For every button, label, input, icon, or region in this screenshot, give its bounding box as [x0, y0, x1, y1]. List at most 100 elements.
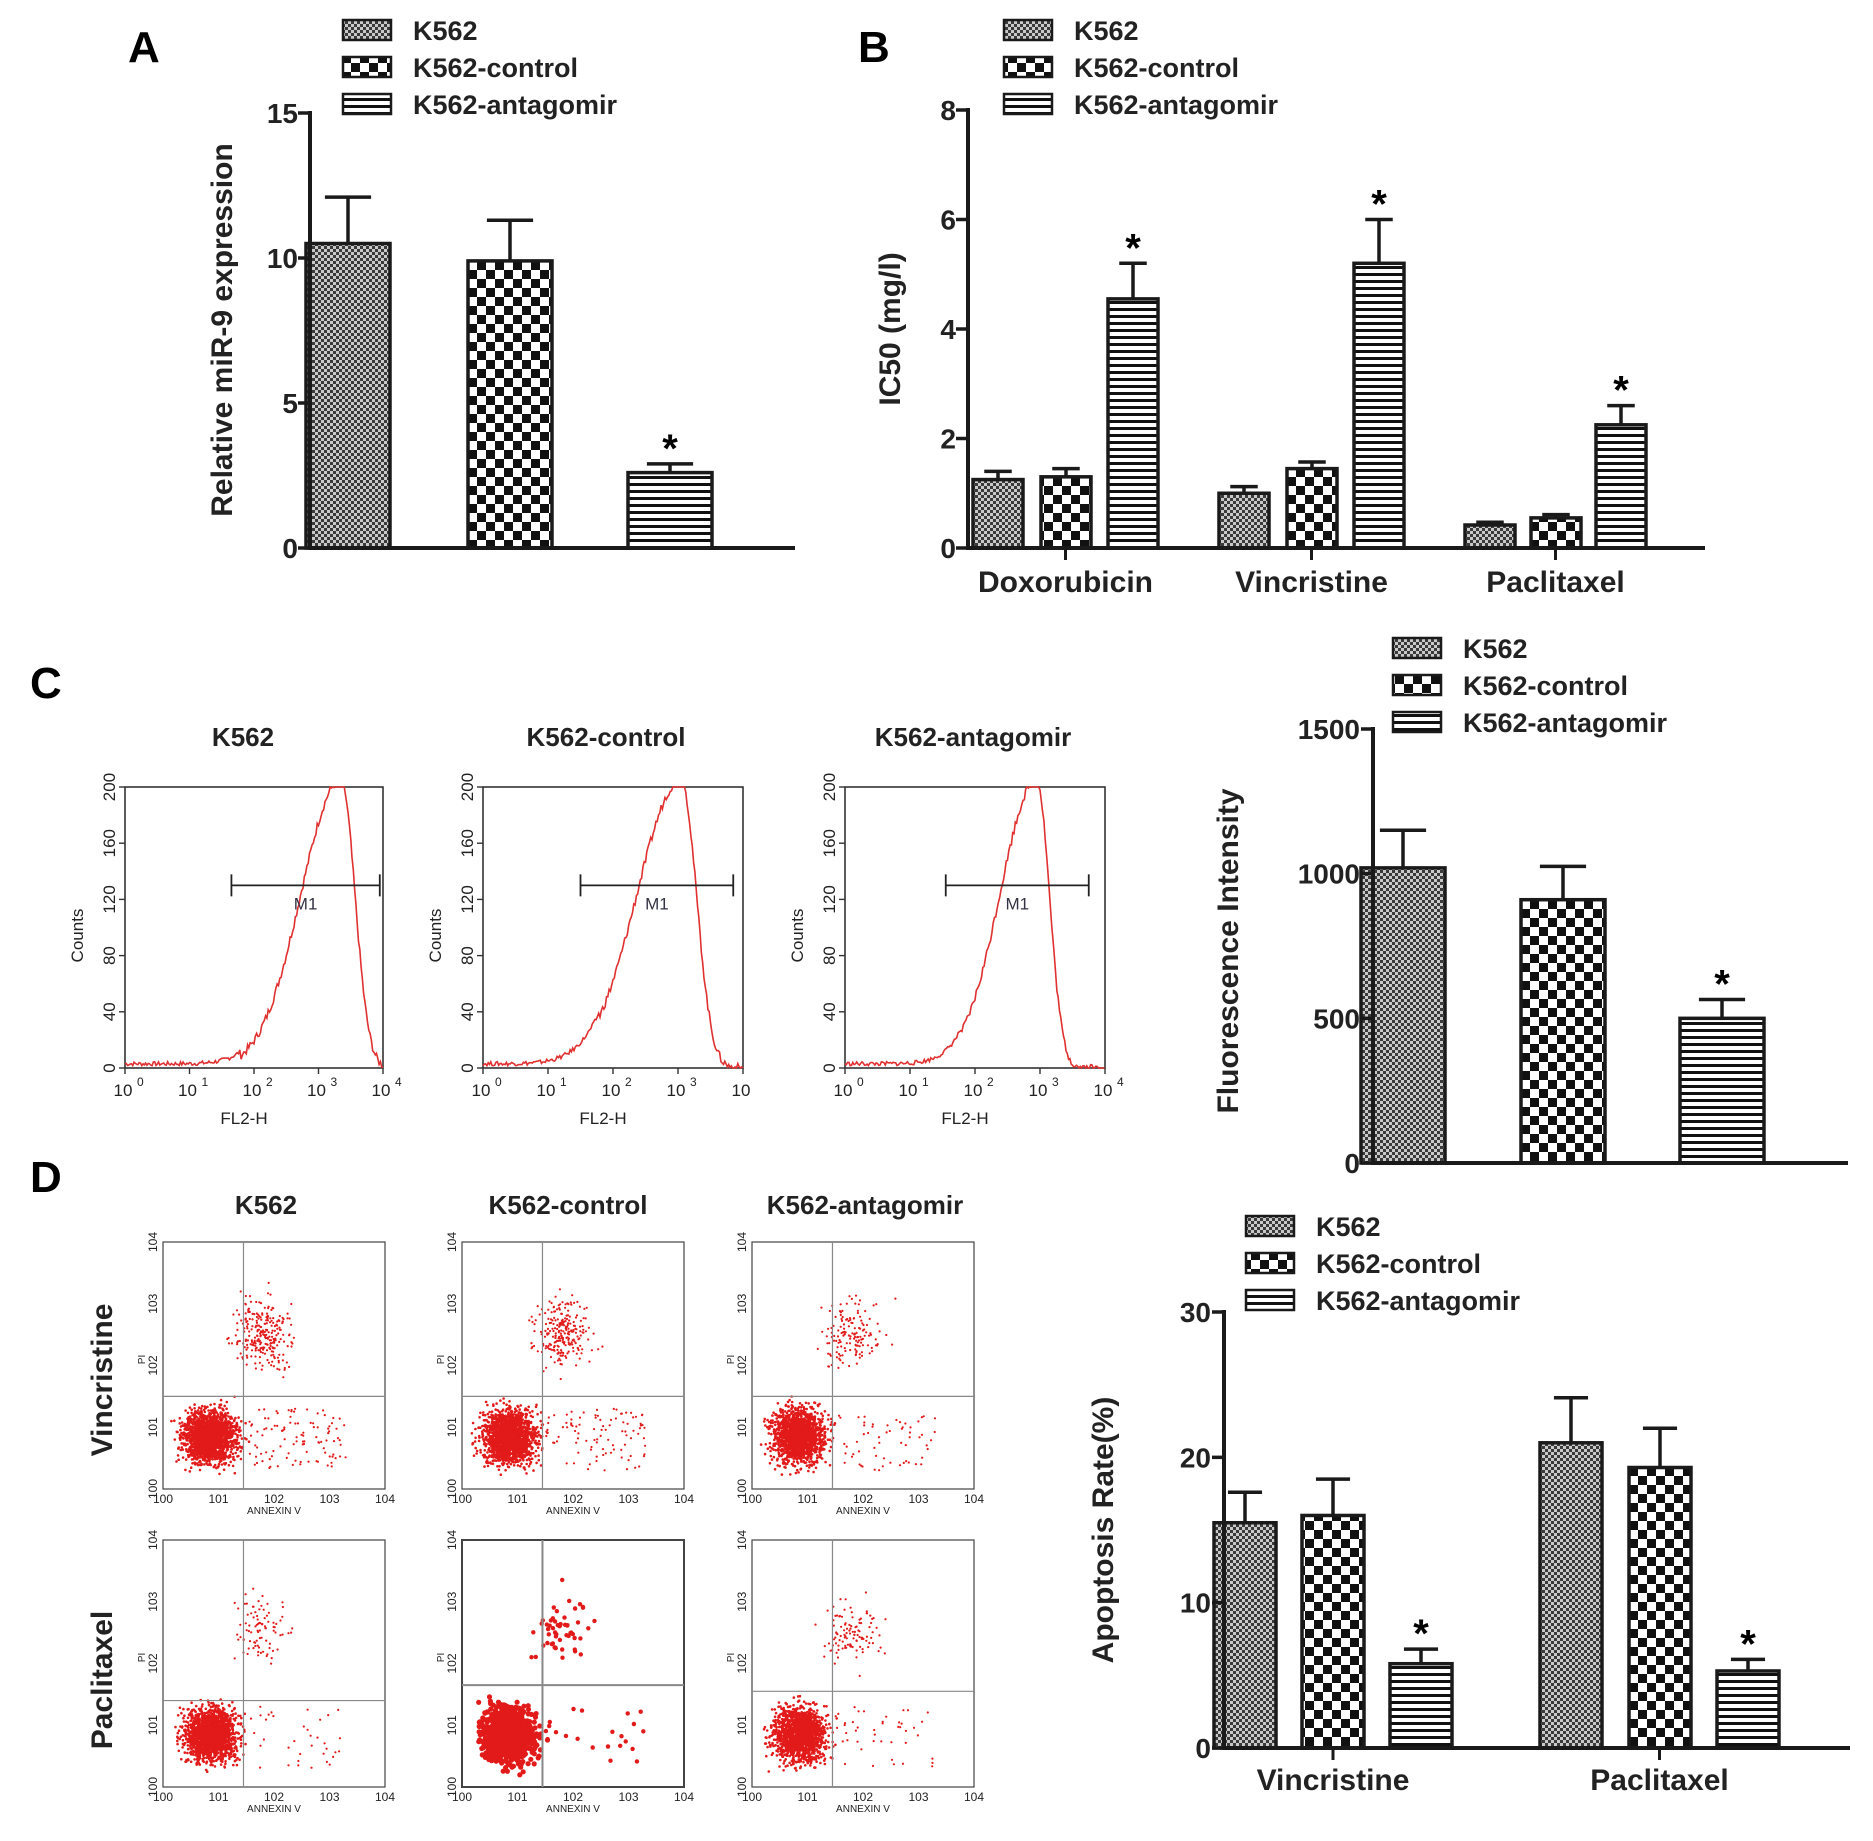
scatter-dot — [269, 1317, 272, 1320]
scatter-dot — [287, 1409, 290, 1412]
scatter-dot — [770, 1458, 774, 1461]
scatter-dot — [336, 1436, 340, 1440]
scatter-dot — [229, 1450, 233, 1454]
scatter-dot — [585, 1306, 588, 1309]
y-tick-label: 120 — [458, 885, 477, 913]
scatter-dot — [254, 1344, 257, 1347]
scatter-dot — [273, 1424, 276, 1427]
bar-k562 — [1217, 491, 1271, 550]
scatter-dot — [549, 1348, 552, 1351]
scatter-dot — [640, 1413, 644, 1417]
scatter-dot — [289, 1421, 292, 1424]
chart-c-fluorescence: K562K562-controlK562-antagomirFluorescen… — [1212, 634, 1848, 1179]
scatter-col-title-k562-control: K562-control — [489, 1190, 648, 1220]
scatter-dot — [256, 1339, 259, 1342]
scatter-dot — [220, 1441, 224, 1445]
scatter-dot — [269, 1344, 272, 1348]
scatter-dot — [529, 1414, 533, 1418]
scatter-dot — [267, 1361, 271, 1364]
scatter-dot — [525, 1438, 528, 1441]
scatter-dot — [189, 1466, 193, 1469]
scatter-dot — [273, 1355, 276, 1358]
scatter-dot — [555, 1440, 559, 1443]
y-tick-label: 200 — [100, 773, 119, 801]
scatter-dot — [178, 1433, 182, 1437]
scatter-dot — [309, 1421, 312, 1425]
scatter-dot — [517, 1422, 521, 1426]
scatter-dot — [222, 1468, 226, 1471]
x-category-label: Vincristine — [1257, 1764, 1410, 1797]
scatter-dot — [227, 1342, 231, 1345]
x-category-label: Paclitaxel — [1590, 1764, 1728, 1797]
scatter-dot — [261, 1364, 264, 1367]
scatter-dot — [229, 1460, 232, 1464]
scatter-dot — [204, 1422, 208, 1425]
scatter-dot — [220, 1418, 223, 1422]
scatter-dot — [287, 1452, 290, 1455]
scatter-dot — [519, 1449, 522, 1452]
scatter-dot — [239, 1434, 242, 1437]
scatter-dot — [509, 1414, 513, 1417]
scatter-dot — [277, 1359, 280, 1362]
scatter-dot — [505, 1457, 509, 1461]
scatter-dot — [276, 1344, 279, 1347]
scatter-dot — [551, 1335, 555, 1338]
scatter-dot — [572, 1350, 575, 1353]
scatter-dot — [572, 1320, 575, 1324]
histogram-curve — [124, 785, 384, 1069]
scatter-dot — [498, 1443, 502, 1447]
scatter-dot — [201, 1439, 204, 1442]
scatter-dot — [208, 1412, 212, 1416]
legend-label-2: K562-control — [1074, 53, 1239, 83]
scatter-dot — [255, 1300, 258, 1304]
scatter-dot — [539, 1330, 543, 1334]
scatter-dot — [188, 1453, 192, 1456]
scatter-dot — [519, 1464, 522, 1468]
scatter-dot — [625, 1467, 629, 1471]
scatter-dot — [193, 1407, 196, 1410]
y-tick-label: 200 — [820, 773, 839, 801]
x-tick-label: 101 — [208, 1492, 228, 1506]
scatter-dot — [525, 1458, 529, 1462]
scatter-dot — [565, 1328, 568, 1332]
scatter-dot — [619, 1412, 623, 1415]
scatter-dot — [578, 1305, 582, 1308]
x-axis-title: FL2-H — [220, 1109, 267, 1128]
scatter-dot — [570, 1418, 573, 1421]
scatter-dot — [534, 1428, 538, 1431]
scatter-dot — [794, 1471, 798, 1475]
scatter-dot — [227, 1454, 231, 1458]
scatter-dot — [259, 1452, 263, 1455]
scatter-dot — [255, 1346, 258, 1349]
scatter-dot — [217, 1462, 221, 1466]
scatter-dot — [579, 1330, 582, 1333]
scatter-dot — [575, 1352, 578, 1355]
legend-label-2: K562-control — [1463, 671, 1628, 701]
scatter-dot — [270, 1331, 273, 1335]
scatter-dot — [509, 1440, 512, 1443]
scatter-dot — [508, 1445, 511, 1449]
scatter-dot — [269, 1341, 273, 1345]
scatter-dot — [567, 1341, 570, 1344]
scatter-dot — [595, 1441, 598, 1444]
scatter-dot — [773, 1468, 777, 1471]
scatter-dot — [240, 1319, 243, 1322]
scatter-dot — [554, 1319, 557, 1322]
scatter-dot — [278, 1368, 281, 1371]
scatter-dot — [276, 1356, 280, 1359]
scatter-dot — [511, 1460, 514, 1463]
scatter-dot — [180, 1431, 183, 1435]
scatter-dot — [574, 1331, 578, 1334]
scatter-dot — [558, 1357, 561, 1360]
scatter-dot — [490, 1427, 493, 1431]
scatter-dot — [211, 1447, 215, 1450]
scatter-dot — [524, 1412, 528, 1416]
scatter-dot — [556, 1352, 559, 1355]
y-tick-label: 40 — [100, 1002, 119, 1021]
scatter-dot — [230, 1448, 233, 1451]
x-axis-title: ANNEXIN V — [546, 1506, 600, 1517]
scatter-dot — [625, 1434, 628, 1437]
scatter-dot — [244, 1421, 247, 1425]
legend-label-2: K562-control — [413, 53, 578, 83]
